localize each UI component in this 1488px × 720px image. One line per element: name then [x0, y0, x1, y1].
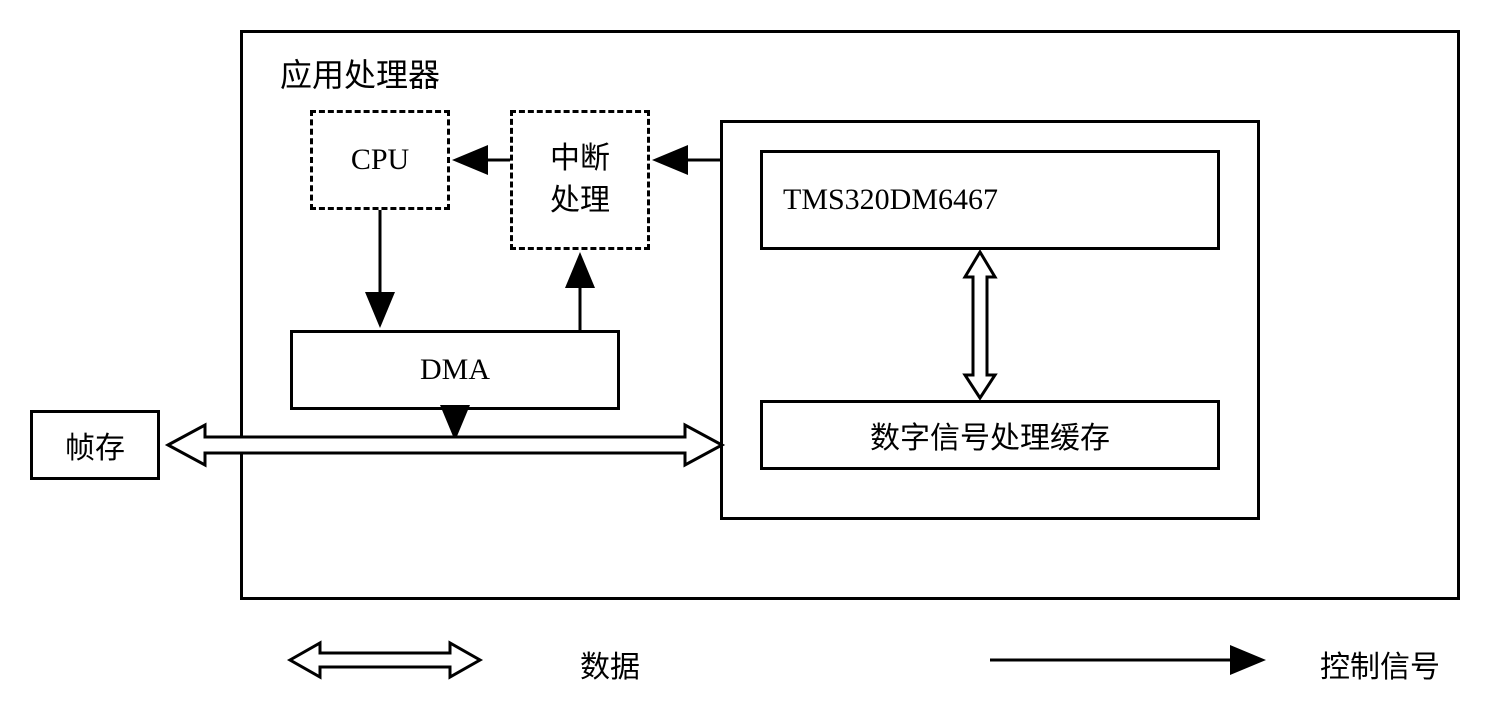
legend-control-label: 控制信号	[1320, 642, 1440, 686]
legend-data-label: 数据	[580, 642, 640, 686]
arrows-layer	[20, 20, 1470, 700]
double-arrow-bus	[168, 425, 722, 465]
diagram-root: 应用处理器 CPU 中断 处理 DMA TMS320DM6467 数字信号处理缓…	[20, 20, 1470, 700]
double-arrow-tms-dsp	[965, 252, 995, 398]
legend-double-arrow	[290, 643, 480, 677]
